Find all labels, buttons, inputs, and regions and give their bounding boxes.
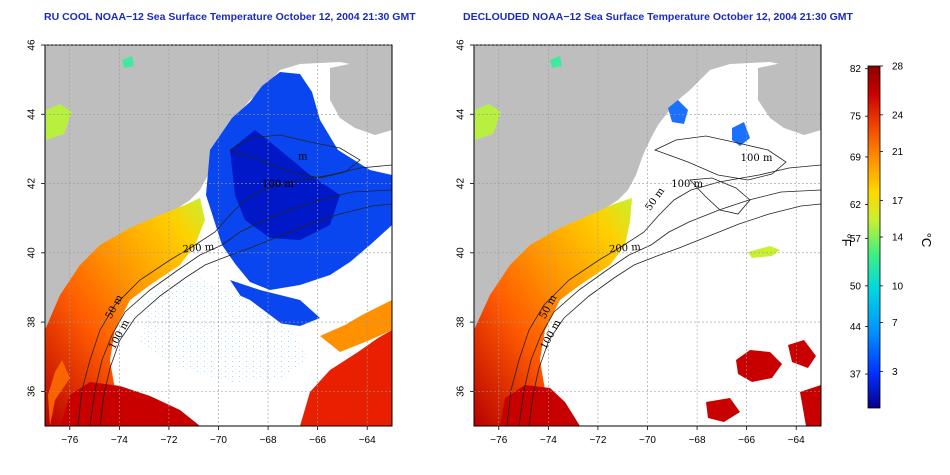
tick-label-lon: −66 bbox=[738, 435, 755, 446]
tick-label-lat: 38 bbox=[27, 316, 38, 328]
tick-label-lat: 42 bbox=[456, 178, 467, 190]
tick-label-lon: −70 bbox=[210, 435, 227, 446]
tick-label-lon: −68 bbox=[689, 435, 706, 446]
colorbar-label-c: 7 bbox=[892, 318, 898, 329]
gridlines-left bbox=[45, 44, 392, 426]
bathymetry-contours bbox=[77, 134, 392, 426]
colorbar-label-f: 69 bbox=[850, 152, 862, 163]
contour-label: m bbox=[298, 151, 308, 162]
tick-label-lat: 36 bbox=[27, 385, 38, 397]
axis-ticks-left: −76 −74 −72 −70 −68 −66 −64 36 38 40 42 44 46 bbox=[27, 39, 376, 446]
celsius-unit-label: °C bbox=[919, 233, 934, 248]
tick-label-lon: −76 bbox=[490, 435, 507, 446]
colorbar-label-f: 62 bbox=[850, 200, 862, 211]
southeast-warm-patches-2 bbox=[788, 340, 816, 368]
southeast-warm-patches bbox=[300, 330, 392, 426]
blue-scatter-south bbox=[230, 280, 320, 326]
inland-lake-warm bbox=[475, 104, 501, 140]
southeast-warm-patches-4 bbox=[800, 385, 821, 426]
tick-label-lat: 46 bbox=[27, 39, 38, 51]
gulfstream-orange-streak bbox=[48, 360, 70, 426]
bathymetry-contours bbox=[506, 135, 821, 426]
cold-water-patch-2 bbox=[732, 122, 750, 146]
southeast-warm-patches-3 bbox=[706, 398, 740, 422]
colorbar-label-f: 37 bbox=[850, 370, 862, 381]
tick-label-lon: −64 bbox=[359, 435, 376, 446]
tick-label-lon: −68 bbox=[260, 435, 277, 446]
southeast-warm-patches bbox=[736, 350, 782, 382]
land-mass bbox=[45, 45, 392, 426]
tick-label-lat: 44 bbox=[456, 108, 467, 120]
tick-label-lon: −66 bbox=[309, 435, 326, 446]
shelf-warm-water bbox=[474, 198, 632, 426]
tick-label-lat: 40 bbox=[27, 247, 38, 259]
contour-label: 200 m bbox=[609, 242, 642, 256]
colorbar-label-c: 24 bbox=[892, 110, 904, 121]
panel-title-left: RU COOL NOAA−12 Sea Surface Temperature … bbox=[44, 11, 416, 23]
tick-label-lat: 42 bbox=[27, 178, 38, 190]
gridlines-right bbox=[474, 44, 821, 426]
tick-label-lat: 38 bbox=[456, 316, 467, 328]
cold-water-deep bbox=[230, 130, 340, 240]
colorbar-label-f: 44 bbox=[850, 322, 862, 333]
tick-label-lon: −74 bbox=[540, 435, 557, 446]
tick-label-lon: −72 bbox=[160, 435, 177, 446]
colorbar-label-c: 17 bbox=[892, 196, 904, 207]
land-nova-scotia bbox=[758, 55, 821, 135]
colorbar-label-c: 28 bbox=[892, 62, 904, 73]
colorbar-label-f: 75 bbox=[850, 112, 862, 123]
land-mass bbox=[474, 45, 821, 426]
tick-label-lat: 40 bbox=[456, 247, 467, 259]
tick-label-lon: −74 bbox=[111, 435, 128, 446]
cold-water-patch bbox=[668, 100, 688, 124]
shelf-warm-water bbox=[45, 198, 205, 426]
colorbar-gradient bbox=[867, 65, 881, 409]
contour-label: 100 m bbox=[741, 153, 773, 164]
warm-filament bbox=[748, 246, 780, 258]
tick-label-lat: 36 bbox=[456, 385, 467, 397]
colorbar-label-c: 10 bbox=[892, 281, 904, 292]
colorbar-label-c: 21 bbox=[892, 147, 904, 158]
tick-label-lon: −64 bbox=[788, 435, 805, 446]
tick-label-lat: 46 bbox=[456, 39, 467, 51]
gulfstream-hot-water bbox=[500, 385, 580, 426]
inland-lake-warm-2 bbox=[122, 56, 134, 68]
inland-lake-warm-2 bbox=[550, 56, 562, 68]
tick-label-lon: −72 bbox=[589, 435, 606, 446]
southeast-orange-patches bbox=[320, 300, 392, 352]
colorbar-label-f: 50 bbox=[850, 281, 862, 292]
tick-label-lon: −70 bbox=[639, 435, 656, 446]
contour-label: 100 m bbox=[262, 179, 294, 190]
axis-ticks-right: −76 −74 −72 −70 −68 −66 −64 36 38 40 42 44 46 bbox=[456, 39, 805, 446]
colorbar-label-c: 3 bbox=[892, 367, 898, 378]
contour-label: 200 m bbox=[182, 242, 215, 256]
inland-lake-warm bbox=[46, 104, 72, 140]
colorbar-label-f: 82 bbox=[850, 64, 862, 75]
cloud-speckle bbox=[140, 278, 310, 382]
contour-label: 100 m bbox=[671, 179, 703, 190]
colorbar-label-f: 57 bbox=[850, 234, 862, 245]
panel-title-right: DECLOUDED NOAA−12 Sea Surface Temperatur… bbox=[463, 11, 853, 23]
colorbar-label-c: 14 bbox=[892, 233, 904, 244]
fahrenheit-unit-label: °F bbox=[839, 233, 854, 246]
tick-label-lat: 44 bbox=[27, 108, 38, 120]
gulfstream-hot-water bbox=[60, 382, 200, 426]
tick-label-lon: −76 bbox=[61, 435, 78, 446]
land-nova-scotia bbox=[330, 55, 392, 135]
